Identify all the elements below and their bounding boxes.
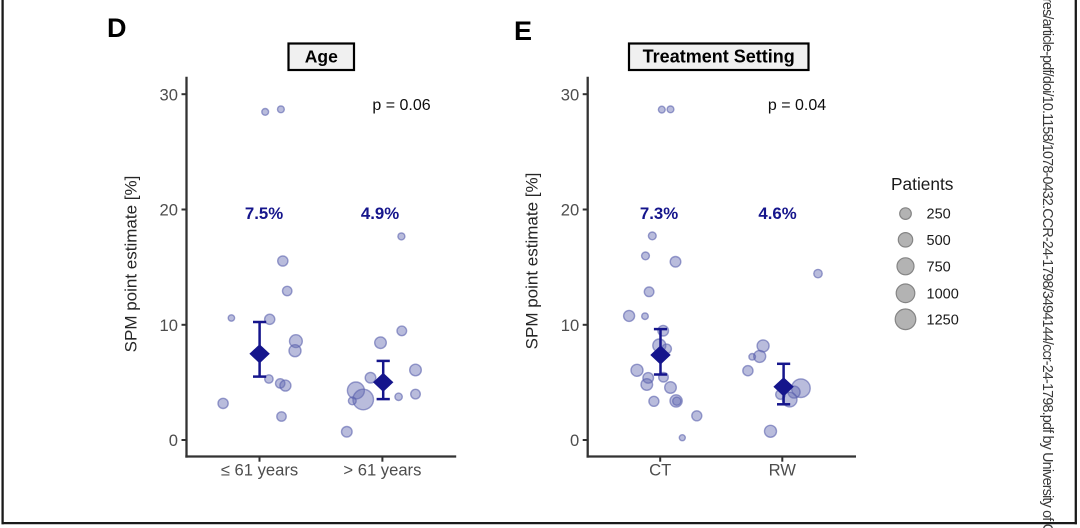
svg-text:4.6%: 4.6% [758,204,796,223]
svg-text:7.3%: 7.3% [640,204,678,223]
svg-text:30: 30 [561,86,579,105]
svg-text:750: 750 [927,259,951,275]
svg-text:10: 10 [160,316,178,335]
svg-text:Patients: Patients [891,174,954,194]
svg-text:rres/article-pdf/doi/10.1158/1: rres/article-pdf/doi/10.1158/1078-0432.C… [1039,0,1055,528]
svg-text:CT: CT [649,461,671,480]
svg-text:20: 20 [561,201,579,220]
svg-text:> 61 years: > 61 years [343,461,421,480]
svg-text:SPM point estimate [%]: SPM point estimate [%] [523,173,542,350]
svg-text:10: 10 [561,316,579,335]
svg-text:≤ 61 years: ≤ 61 years [221,461,298,480]
svg-text:7.5%: 7.5% [245,204,283,223]
svg-text:250: 250 [927,207,951,223]
svg-text:RW: RW [769,461,797,480]
svg-text:30: 30 [160,86,178,105]
svg-text:1000: 1000 [927,286,959,302]
svg-text:4.9%: 4.9% [361,204,399,223]
svg-text:1250: 1250 [927,312,959,328]
svg-text:p = 0.06: p = 0.06 [372,97,430,114]
svg-text:D: D [107,13,127,43]
svg-text:SPM point estimate [%]: SPM point estimate [%] [122,176,141,353]
svg-text:Treatment Setting: Treatment Setting [643,46,795,66]
svg-text:500: 500 [927,233,951,249]
svg-text:p = 0.04: p = 0.04 [768,97,826,114]
svg-text:0: 0 [570,431,579,450]
svg-text:E: E [514,16,532,46]
svg-text:20: 20 [160,201,178,220]
svg-text:0: 0 [169,431,178,450]
svg-text:Age: Age [305,46,338,66]
